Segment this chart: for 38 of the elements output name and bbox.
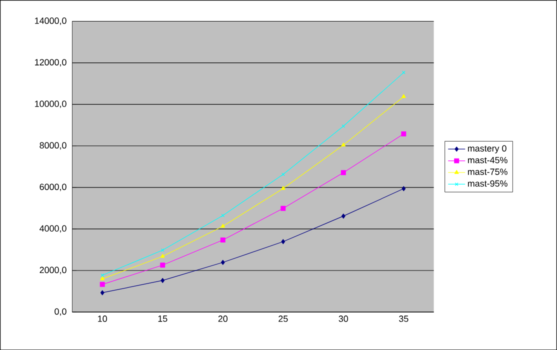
legend-label: mast-95% bbox=[468, 180, 508, 187]
point bbox=[280, 206, 286, 211]
x-tick-label: 15 bbox=[158, 315, 168, 322]
point bbox=[341, 213, 346, 218]
x-tick-label: 20 bbox=[218, 315, 228, 322]
point bbox=[221, 214, 225, 218]
point bbox=[160, 278, 165, 283]
y-tick-label: 6000,0 bbox=[40, 184, 66, 191]
y-tick-label: 0,0 bbox=[54, 308, 66, 316]
y-tick-label: 10000,0 bbox=[35, 100, 66, 108]
point bbox=[100, 276, 105, 280]
point bbox=[220, 224, 226, 228]
point bbox=[100, 282, 105, 287]
point bbox=[401, 94, 406, 98]
y-tick-label: 4000,0 bbox=[40, 225, 66, 233]
point bbox=[220, 260, 225, 265]
point bbox=[341, 142, 346, 146]
legend-label: mast-45% bbox=[468, 156, 508, 164]
point bbox=[342, 124, 346, 128]
point bbox=[280, 186, 286, 190]
x-tick-label: 30 bbox=[338, 315, 348, 322]
y-tick-label: 8000,0 bbox=[40, 142, 66, 150]
point bbox=[220, 237, 226, 242]
point bbox=[402, 186, 406, 192]
y-tick-label: 14000,0 bbox=[35, 17, 66, 25]
point bbox=[401, 131, 406, 136]
legend-label: mastery 0 bbox=[468, 145, 506, 154]
y-tick-label: 2000,0 bbox=[40, 266, 66, 274]
x-tick-label: 10 bbox=[98, 315, 107, 322]
point bbox=[340, 170, 346, 176]
point bbox=[160, 254, 165, 258]
x-tick-label: 35 bbox=[399, 315, 408, 322]
point bbox=[281, 239, 286, 244]
y-tick-label: 12000,0 bbox=[35, 58, 66, 66]
x-tick-label: 25 bbox=[278, 315, 288, 322]
point bbox=[160, 262, 166, 268]
legend-label: mast-75% bbox=[468, 168, 508, 175]
point bbox=[100, 290, 104, 296]
